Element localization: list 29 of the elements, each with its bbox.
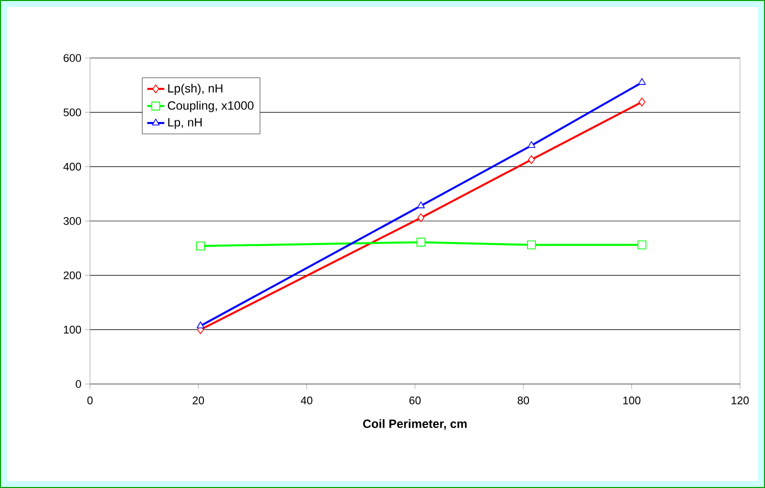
- y-tick-label: 300: [64, 217, 82, 225]
- x-tick-label: 40: [300, 396, 312, 404]
- legend-label: Lp(sh), nH: [168, 84, 222, 95]
- legend-label: Coupling, x1000: [168, 100, 254, 112]
- point: [528, 141, 536, 148]
- point: [417, 201, 425, 208]
- x-axis-title: Coil Perimeter, cm: [363, 419, 467, 430]
- point: [528, 155, 535, 164]
- x-tick-label: 100: [623, 396, 640, 404]
- y-tick-label: 600: [64, 54, 82, 62]
- y-tick-label: 0: [76, 380, 82, 388]
- y-tick-label: 100: [64, 326, 82, 334]
- x-tick-label: 120: [732, 396, 749, 404]
- point: [638, 240, 646, 250]
- point: [527, 240, 536, 250]
- point: [418, 213, 424, 222]
- x-tick-label: 0: [87, 396, 93, 404]
- point: [196, 242, 205, 250]
- x-tick-label: 60: [409, 396, 421, 404]
- point: [416, 238, 426, 247]
- x-tick-label: 80: [518, 396, 530, 404]
- point: [638, 98, 646, 106]
- y-tick-label: 400: [63, 162, 82, 171]
- y-tick-label: 500: [64, 108, 82, 116]
- legend-label: Lp, nH: [168, 118, 202, 129]
- point: [638, 78, 646, 85]
- point: [196, 321, 204, 328]
- y-tick-label: 200: [64, 271, 82, 280]
- x-tick-label: 20: [192, 396, 204, 404]
